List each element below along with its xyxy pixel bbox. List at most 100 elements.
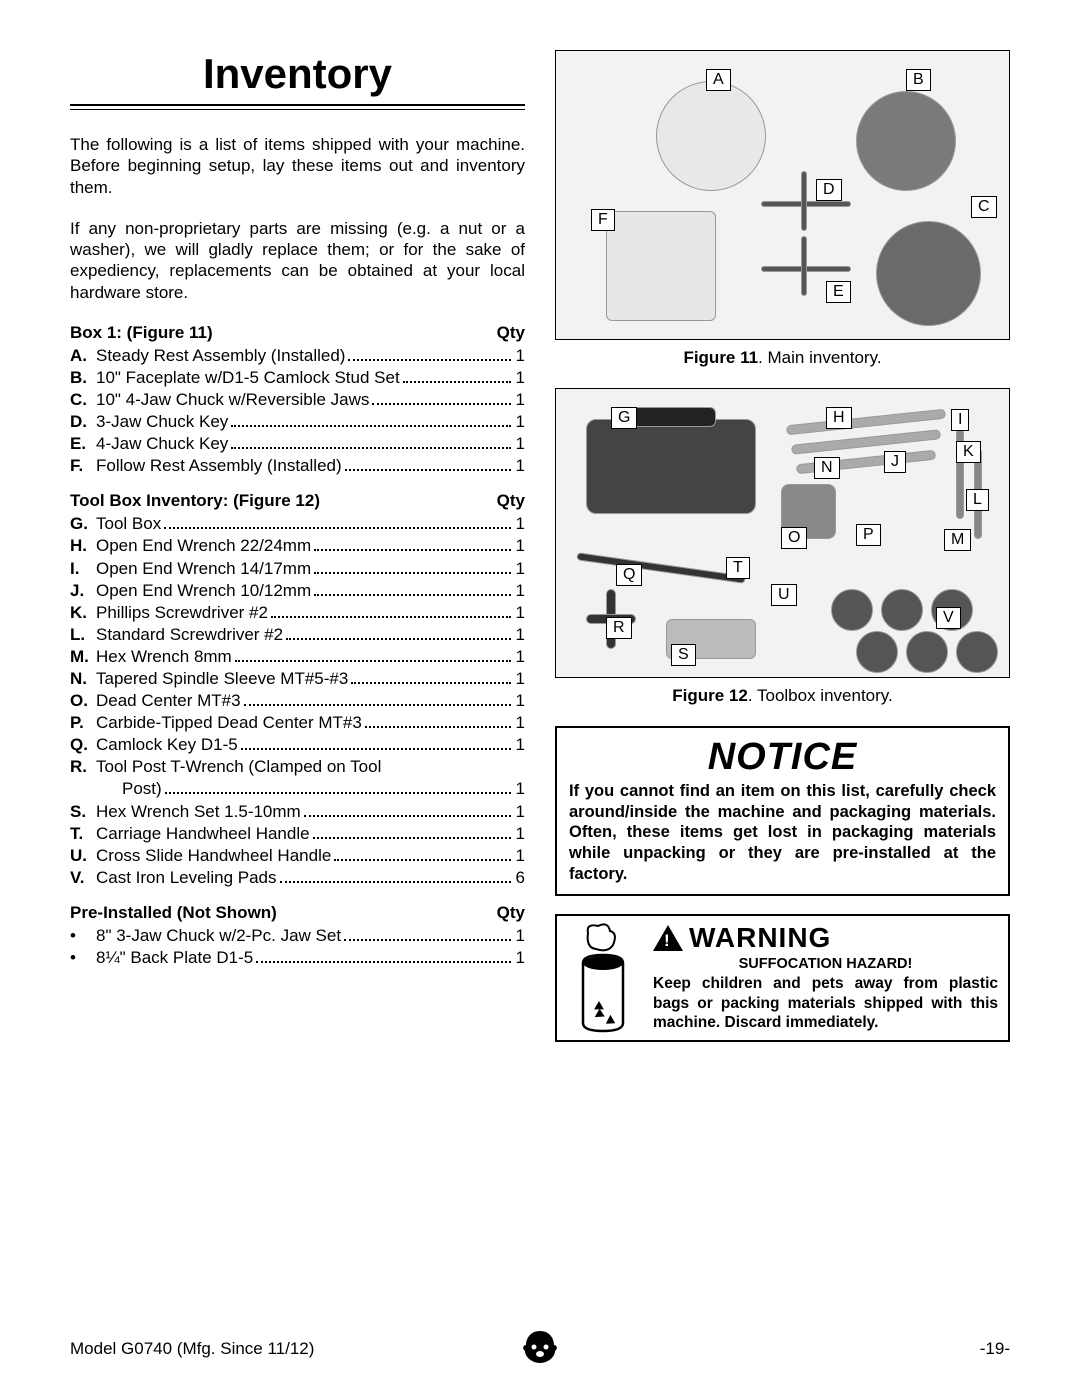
warning-icon-cell [557,916,649,1040]
item-letter: B. [70,367,96,389]
figure-callout: A [706,69,731,91]
item-qty: 1 [514,345,525,367]
figure-callout: C [971,196,997,218]
item-description: Open End Wrench 22/24mm [96,535,311,557]
leader-dots [271,616,511,618]
item-letter: N. [70,668,96,690]
bullet-icon: • [70,947,96,969]
item-qty: 1 [514,558,525,580]
warning-title: WARNING [689,922,831,954]
leader-dots [304,815,511,817]
figure-11-box: ABDCFE [555,50,1010,340]
inventory-row: O.Dead Center MT#31 [70,690,525,712]
inventory-row: J.Open End Wrench 10/12mm1 [70,580,525,602]
item-letter: L. [70,624,96,646]
item-letter: M. [70,646,96,668]
item-description: Carriage Handwheel Handle [96,823,310,845]
item-qty: 1 [514,535,525,557]
page-footer: Model G0740 (Mfg. Since 11/12) -19- [70,1339,1010,1359]
toolbox-list: G.Tool Box1H.Open End Wrench 22/24mm1I.O… [70,513,525,889]
item-description: 4-Jaw Chuck Key [96,433,228,455]
inventory-row: Q.Camlock Key D1-51 [70,734,525,756]
item-description: Standard Screwdriver #2 [96,624,283,646]
notice-title: NOTICE [569,736,996,779]
inventory-row: •8" 3-Jaw Chuck w/2-Pc. Jaw Set 1 [70,925,525,947]
item-letter: C. [70,389,96,411]
leader-dots [345,469,511,471]
item-qty: 1 [514,367,525,389]
box1-title: Box 1: (Figure 11) [70,323,213,343]
leader-dots [235,660,511,662]
leader-dots [231,447,510,449]
item-description: Tool Box [96,513,161,535]
inventory-row: M.Hex Wrench 8mm1 [70,646,525,668]
item-letter: A. [70,345,96,367]
warning-header: WARNING [653,922,998,954]
notice-box: NOTICE If you cannot find an item on thi… [555,726,1010,896]
leader-dots [334,859,510,861]
item-description: Cross Slide Handwheel Handle [96,845,331,867]
figure-callout: G [611,407,637,429]
leader-dots [244,704,511,706]
item-description: Hex Wrench Set 1.5-10mm [96,801,301,823]
figure-12-caption-bold: Figure 12 [672,686,748,705]
item-qty: 1 [514,602,525,624]
leader-dots [351,682,510,684]
inventory-row: E.4-Jaw Chuck Key 1 [70,433,525,455]
item-letter: O. [70,690,96,712]
item-description: Carbide-Tipped Dead Center MT#3 [96,712,362,734]
item-letter: P. [70,712,96,734]
item-letter: H. [70,535,96,557]
inventory-row: I.Open End Wrench 14/17mm1 [70,558,525,580]
leader-dots [403,381,511,383]
item-qty: 1 [514,433,525,455]
item-qty: 1 [514,823,525,845]
leader-dots [286,638,510,640]
item-description: Follow Rest Assembly (Installed) [96,455,342,477]
item-letter: T. [70,823,96,845]
title-rule [70,104,525,110]
item-qty: 1 [514,580,525,602]
leader-dots [164,527,510,529]
item-qty: 1 [514,925,525,947]
item-qty: 1 [514,624,525,646]
bag-recycle-icon [568,923,638,1033]
toolbox-header: Tool Box Inventory: (Figure 12) Qty [70,491,525,511]
item-letter: D. [70,411,96,433]
box1-qty-label: Qty [497,323,525,343]
item-qty: 1 [514,513,525,535]
item-letter: G. [70,513,96,535]
page-title: Inventory [70,50,525,104]
leader-dots [241,748,511,750]
footer-logo-icon [520,1329,560,1370]
item-qty: 1 [514,690,525,712]
item-description: Post) [96,778,162,800]
bullet-icon: • [70,925,96,947]
item-qty: 6 [514,867,525,889]
figure-12-caption-rest: . Toolbox inventory. [748,686,893,705]
preinstalled-qty-label: Qty [497,903,525,923]
leader-dots [348,359,510,361]
figure-callout: B [906,69,931,91]
figure-callout: N [814,457,840,479]
item-letter: I. [70,558,96,580]
item-letter: J. [70,580,96,602]
leader-dots [344,939,510,941]
toolbox-title: Tool Box Inventory: (Figure 12) [70,491,320,511]
item-description: 8" 3-Jaw Chuck w/2-Pc. Jaw Set [96,925,341,947]
figure-callout: S [671,644,696,666]
leader-dots [314,594,510,596]
inventory-row: L.Standard Screwdriver #2 1 [70,624,525,646]
item-letter: K. [70,602,96,624]
item-qty: 1 [514,712,525,734]
figure-11-caption: Figure 11. Main inventory. [555,348,1010,368]
item-letter: S. [70,801,96,823]
figure-callout: V [936,607,961,629]
item-qty: 1 [514,801,525,823]
item-letter: E. [70,433,96,455]
preinstalled-title: Pre-Installed (Not Shown) [70,903,277,923]
figure-callout: R [606,617,632,639]
item-letter: U. [70,845,96,867]
intro-paragraph-1: The following is a list of items shipped… [70,134,525,198]
inventory-row: Post)1 [70,778,525,800]
